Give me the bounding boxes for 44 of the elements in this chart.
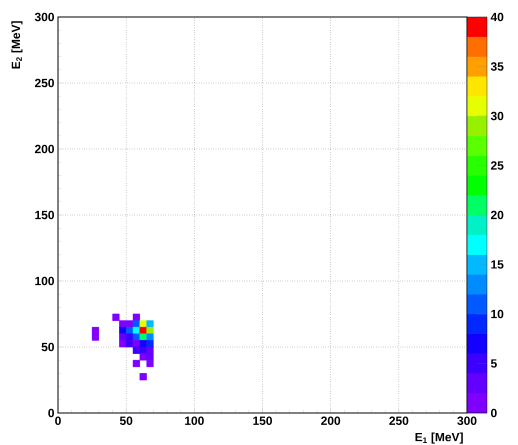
point (146, 353, 154, 360)
point (140, 320, 147, 328)
point (119, 320, 126, 328)
x-tick-label: 300 (457, 416, 476, 426)
y-tick-label: 200 (34, 144, 54, 154)
point (146, 340, 154, 348)
y-axis-title: E$_{2}$ [MeV] (11, 21, 22, 68)
color-bar-label: 15 (491, 260, 504, 269)
point (132, 346, 140, 354)
point (146, 334, 154, 341)
y-tick-label: 250 (34, 78, 54, 88)
x-tick-label: 250 (389, 416, 408, 425)
color-bar-label: 40 (490, 12, 504, 22)
point (132, 314, 140, 321)
x-tick-label: 150 (253, 416, 272, 425)
point (132, 360, 140, 368)
y-tick-label: 100 (35, 276, 54, 286)
point (140, 373, 147, 380)
color-bar-label: 0 (490, 408, 497, 418)
y-tick-label: 300 (34, 12, 54, 22)
point (132, 320, 140, 328)
color-bar-label: 30 (490, 112, 504, 120)
x-axis-title: E$_{1}$ [MeV] (416, 432, 463, 444)
point (146, 320, 154, 328)
point (112, 314, 120, 321)
point (140, 353, 147, 360)
y-tick-label: 0 (48, 408, 54, 418)
point (119, 340, 126, 348)
x-tick-label: 0 (55, 416, 61, 425)
point (146, 346, 154, 354)
point (126, 340, 134, 348)
point (146, 360, 154, 368)
color-bar-label: 35 (490, 62, 504, 71)
x-tick-label: 100 (185, 416, 204, 425)
point (146, 326, 154, 334)
y-tick-label: 150 (35, 210, 54, 220)
color-bar-label: 25 (490, 161, 504, 170)
color-bar-label: 10 (491, 310, 504, 318)
x-tick-label: 200 (321, 416, 340, 425)
color-bar-label: 20 (490, 210, 504, 220)
x-tick-label: 50 (120, 416, 132, 425)
color-bar-label: 5 (490, 359, 497, 368)
y-tick-label: 50 (42, 342, 54, 352)
point (92, 334, 100, 341)
